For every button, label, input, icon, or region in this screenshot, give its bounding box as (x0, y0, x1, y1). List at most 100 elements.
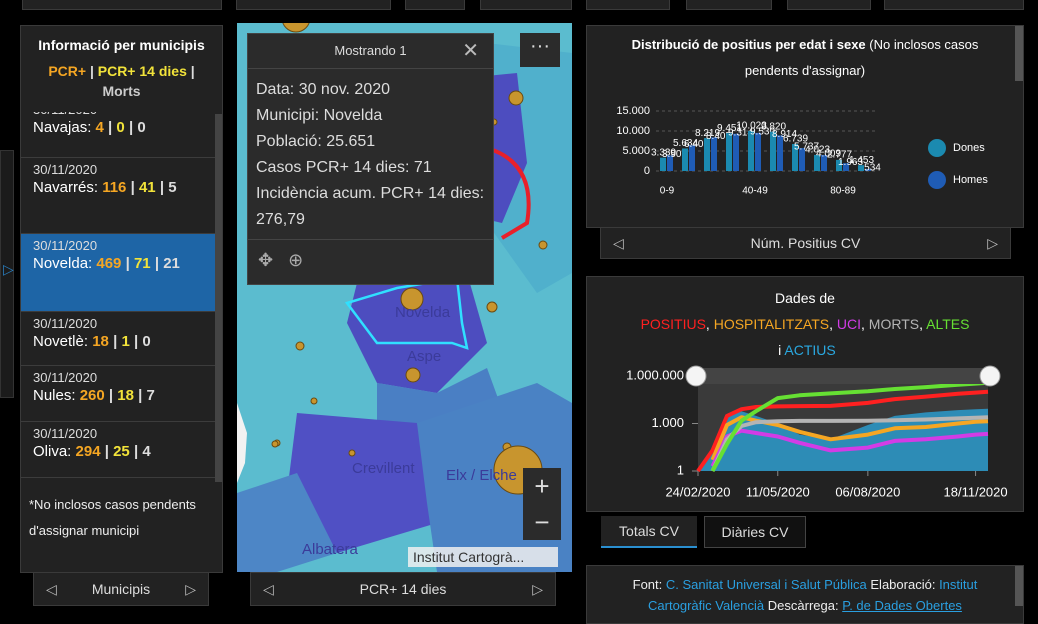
map-label: Elx / Elche (446, 467, 517, 484)
legend-morts: Morts (102, 83, 141, 99)
item-date: 30/11/2020 (33, 238, 98, 253)
map-label: Albatera (302, 541, 359, 558)
prev-button[interactable]: ◁ (613, 235, 624, 251)
chart-title: Distribució de positius per edat i sexe (631, 37, 866, 52)
separator: | (108, 387, 114, 404)
chart-subtitle: (No inclosos casos pendents d'assignar) (744, 37, 979, 78)
data-label: 6.405 (684, 139, 709, 150)
municipi-item[interactable]: 30/11/2020 Novetlè: 18 | 1 | 0 (21, 312, 215, 366)
map[interactable]: Novelda Aspe Crevillent Elx / Elche Alba… (237, 23, 572, 572)
popup-close[interactable]: ✕ (462, 40, 479, 62)
zoom-out[interactable]: − (534, 507, 550, 537)
bar (777, 135, 783, 171)
y-tick-label: 15.000 (616, 105, 650, 117)
scrollbar[interactable] (1015, 566, 1023, 606)
item-values: Nules: 260 | 18 | 7 (33, 386, 203, 406)
item-pcr: 4 (95, 119, 104, 136)
popup-actions: ✥ ⊕ (248, 239, 493, 279)
item-morts: 21 (163, 255, 180, 272)
municipi-item[interactable]: 30/11/2020 Novelda: 469 | 71 | 21 (21, 234, 215, 312)
region (347, 273, 487, 393)
item-pcr: 260 (79, 387, 105, 404)
side-arrow[interactable]: ▷ (3, 261, 14, 277)
y-tick-label: 1 (677, 462, 684, 477)
prev-button[interactable]: ◁ (46, 581, 57, 597)
popup-line: Incidència acum. PCR+ 14 dies: 276,79 (256, 185, 485, 228)
bar (865, 168, 871, 171)
data-label: 2.777 (827, 150, 852, 161)
legend-label: Homes (953, 174, 988, 186)
y-tick-label: 1.000.000 (626, 367, 684, 382)
popup-line: Data: 30 nov. 2020 (256, 81, 391, 98)
scrollbar[interactable] (1015, 26, 1023, 81)
item-morts: 0 (137, 119, 146, 136)
municipi-list: 30/11/2020Navajas: 4 | 0 | 030/11/2020Na… (21, 112, 215, 482)
map-nav: ◁ PCR+ 14 dies ▷ (250, 572, 556, 606)
next-button[interactable]: ▷ (185, 581, 196, 597)
next-button[interactable]: ▷ (987, 235, 998, 251)
bar (733, 133, 739, 171)
bar (682, 148, 688, 171)
range-slider (692, 368, 994, 384)
zoom-to-button[interactable]: ⊕ (288, 250, 304, 270)
bar (748, 130, 754, 171)
line (710, 415, 989, 472)
source-label: Font: (632, 577, 663, 592)
prev-button[interactable]: ◁ (263, 581, 274, 597)
legend-pcr14: PCR+ 14 dies (97, 63, 187, 79)
legend-label: Dones (953, 142, 985, 154)
tab[interactable]: Diàries CV (704, 516, 806, 548)
item-pcr14: 71 (133, 255, 151, 272)
y-tick-label: 0 (644, 165, 650, 177)
y-tick-label: 5.000 (622, 145, 650, 157)
municipi-item[interactable]: 30/11/2020Navajas: 4 | 0 | 0 (21, 112, 215, 158)
top-box (236, 0, 391, 10)
item-date: 30/11/2020 (33, 162, 98, 177)
tab-active[interactable]: Totals CV (601, 516, 697, 548)
item-pcr: 18 (92, 333, 109, 350)
item-morts: 7 (146, 387, 155, 404)
item-date: 30/11/2020 (33, 316, 98, 331)
zoom-in[interactable]: + (534, 471, 550, 501)
source-link[interactable]: Institut Cartogràfic Valencià (648, 577, 978, 613)
popup-line: Casos PCR+ 14 dies: 71 (256, 159, 432, 176)
bar (792, 144, 798, 171)
item-date: 30/11/2020 (33, 370, 98, 385)
bar (836, 159, 842, 171)
bar (689, 145, 695, 171)
slider-handle[interactable] (979, 365, 1001, 387)
age-chart-panel: Distribució de positius per edat i sexe … (586, 25, 1024, 228)
pan-button[interactable]: ✥ (258, 250, 274, 270)
data-label: 10.023 (736, 121, 767, 132)
chart-title: Dades de POSITIUS, HOSPITALITZATS, UCI, … (587, 285, 1023, 363)
top-box (22, 0, 222, 10)
source-link[interactable]: P. de Dades Obertes (842, 598, 962, 613)
item-values: Novelda: 469 | 71 | 21 (33, 254, 203, 274)
x-tick-label: 24/02/2020 (665, 484, 730, 499)
side-handle[interactable]: ▷ (0, 150, 14, 398)
menu-button[interactable]: ··· (520, 33, 560, 67)
popup-line: Municipi: Novelda (256, 107, 383, 124)
municipis-panel: Informació per municipis PCR+ | PCR+ 14 … (20, 25, 223, 573)
map-label: Crevillent (352, 460, 415, 477)
item-values: Oliva: 294 | 25 | 4 (33, 442, 203, 462)
title-series: ALTES (926, 316, 970, 332)
item-values: Navarrés: 116 | 41 | 5 (33, 178, 203, 198)
bar-chart: 0 5.000 10.000 15.000 0-9 3.3393.9025.6346.40… (616, 105, 988, 197)
bar (667, 155, 673, 171)
municipi-item[interactable]: 30/11/2020 Nules: 260 | 18 | 7 (21, 366, 215, 422)
legend-sep: | (89, 63, 94, 79)
next-button[interactable]: ▷ (532, 581, 543, 597)
slider-handle[interactable] (685, 365, 707, 387)
separator: | (113, 333, 118, 350)
item-pcr14: 0 (116, 119, 125, 136)
x-tick-label: 80-89 (830, 186, 856, 197)
municipi-item[interactable]: 30/11/2020 Oliva: 294 | 25 | 4 (21, 422, 215, 478)
top-box (884, 0, 1024, 10)
data-label: 1.963 (838, 157, 863, 168)
municipi-item[interactable]: 30/11/2020 Navarrés: 116 | 41 | 5 (21, 158, 215, 234)
scrollbar[interactable] (215, 114, 222, 482)
data-label: 9.820 (761, 121, 786, 132)
source-link[interactable]: C. Sanitat Universal i Salut Pública (665, 577, 867, 592)
separator: | (125, 255, 130, 272)
